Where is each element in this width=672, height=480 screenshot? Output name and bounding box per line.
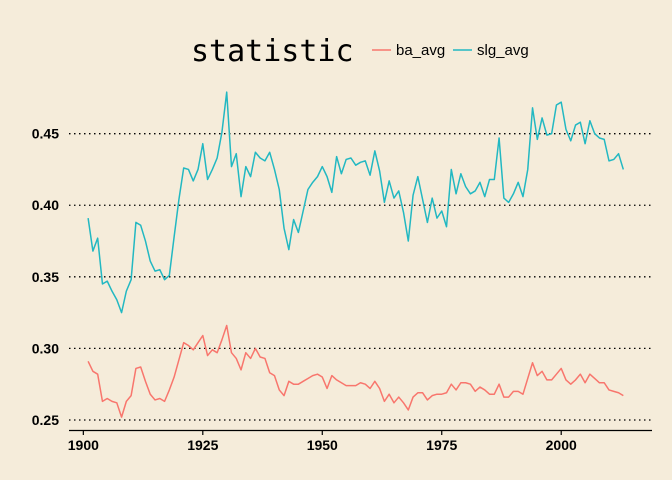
y-tick-label: 0.30 bbox=[32, 340, 59, 356]
series-line-ba-avg bbox=[87, 324, 624, 418]
x-tick-label: 1950 bbox=[307, 437, 338, 453]
series-line-slg-avg bbox=[87, 91, 625, 314]
y-axis: 0.25 0.30 0.35 0.40 0.45 bbox=[32, 126, 59, 428]
y-tick-label: 0.45 bbox=[32, 126, 59, 142]
x-axis: 1900 1925 1950 1975 2000 bbox=[68, 430, 577, 453]
legend-title: statistic bbox=[191, 34, 354, 69]
legend: statistic ba_avg slg_avg bbox=[191, 34, 529, 69]
x-tick-label: 2000 bbox=[546, 437, 577, 453]
x-tick-label: 1900 bbox=[68, 437, 99, 453]
grid-lines bbox=[69, 133, 652, 421]
x-tick-label: 1925 bbox=[187, 437, 218, 453]
y-tick-label: 0.25 bbox=[32, 412, 59, 428]
plot-series bbox=[87, 91, 625, 418]
y-tick-label: 0.35 bbox=[32, 269, 59, 285]
x-tick-label: 1975 bbox=[426, 437, 457, 453]
legend-label-slg-avg: slg_avg bbox=[477, 42, 529, 59]
legend-label-ba-avg: ba_avg bbox=[396, 42, 445, 59]
y-tick-label: 0.40 bbox=[32, 197, 59, 213]
